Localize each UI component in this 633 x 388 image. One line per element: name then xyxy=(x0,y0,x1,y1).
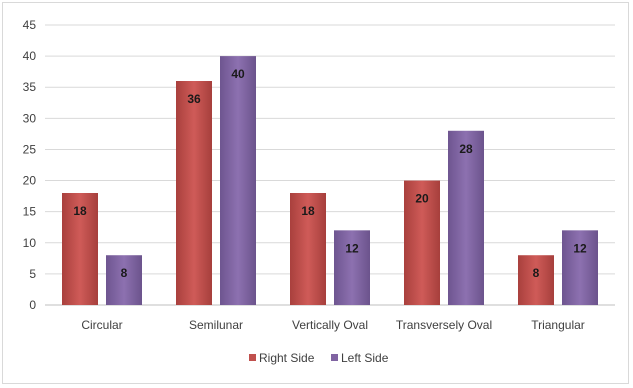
bar-right-side xyxy=(176,81,212,305)
bar-right-side xyxy=(404,180,440,305)
y-tick-label: 30 xyxy=(23,111,37,125)
x-axis-categories: Circular Semilunar Vertically Oval Transver… xyxy=(81,318,584,332)
data-label: 12 xyxy=(345,241,359,255)
legend-swatch xyxy=(249,354,256,361)
data-label: 28 xyxy=(459,142,473,156)
y-axis-ticks: 0 5 10 15 20 25 30 35 40 45 xyxy=(23,18,37,312)
legend-label: Left Side xyxy=(341,351,389,365)
legend-swatch xyxy=(331,354,338,361)
bar-left-side xyxy=(106,255,142,305)
data-label: 18 xyxy=(73,204,87,218)
bar-right-side xyxy=(62,193,98,305)
data-label: 40 xyxy=(231,67,245,81)
data-label: 18 xyxy=(301,204,315,218)
bar-left-side xyxy=(448,130,484,305)
y-tick-label: 35 xyxy=(23,80,37,94)
category-label: Transversely Oval xyxy=(396,318,492,332)
legend: Right Side Left Side xyxy=(249,351,389,365)
bar-right-side xyxy=(290,193,326,305)
data-labels: 18 8 36 40 18 12 20 28 8 12 xyxy=(73,67,587,280)
bar-left-side xyxy=(220,56,256,305)
data-label: 8 xyxy=(533,266,540,280)
category-label: Circular xyxy=(81,318,122,332)
data-label: 12 xyxy=(573,241,587,255)
category-label: Triangular xyxy=(531,318,585,332)
y-tick-label: 15 xyxy=(23,205,37,219)
y-tick-label: 20 xyxy=(23,174,37,188)
bar-left-side xyxy=(562,230,598,305)
category-label: Vertically Oval xyxy=(292,318,368,332)
category-label: Semilunar xyxy=(189,318,243,332)
y-tick-label: 45 xyxy=(23,18,37,32)
data-label: 20 xyxy=(415,192,429,206)
legend-label: Right Side xyxy=(259,351,315,365)
data-label: 8 xyxy=(121,266,128,280)
y-tick-label: 10 xyxy=(23,236,37,250)
bar-right-side xyxy=(518,255,554,305)
y-tick-label: 25 xyxy=(23,142,37,156)
y-tick-label: 40 xyxy=(23,49,37,63)
y-tick-label: 5 xyxy=(29,267,36,281)
bar-left-side xyxy=(334,230,370,305)
bars xyxy=(62,56,598,305)
y-tick-label: 0 xyxy=(29,298,36,312)
data-label: 36 xyxy=(187,92,201,106)
